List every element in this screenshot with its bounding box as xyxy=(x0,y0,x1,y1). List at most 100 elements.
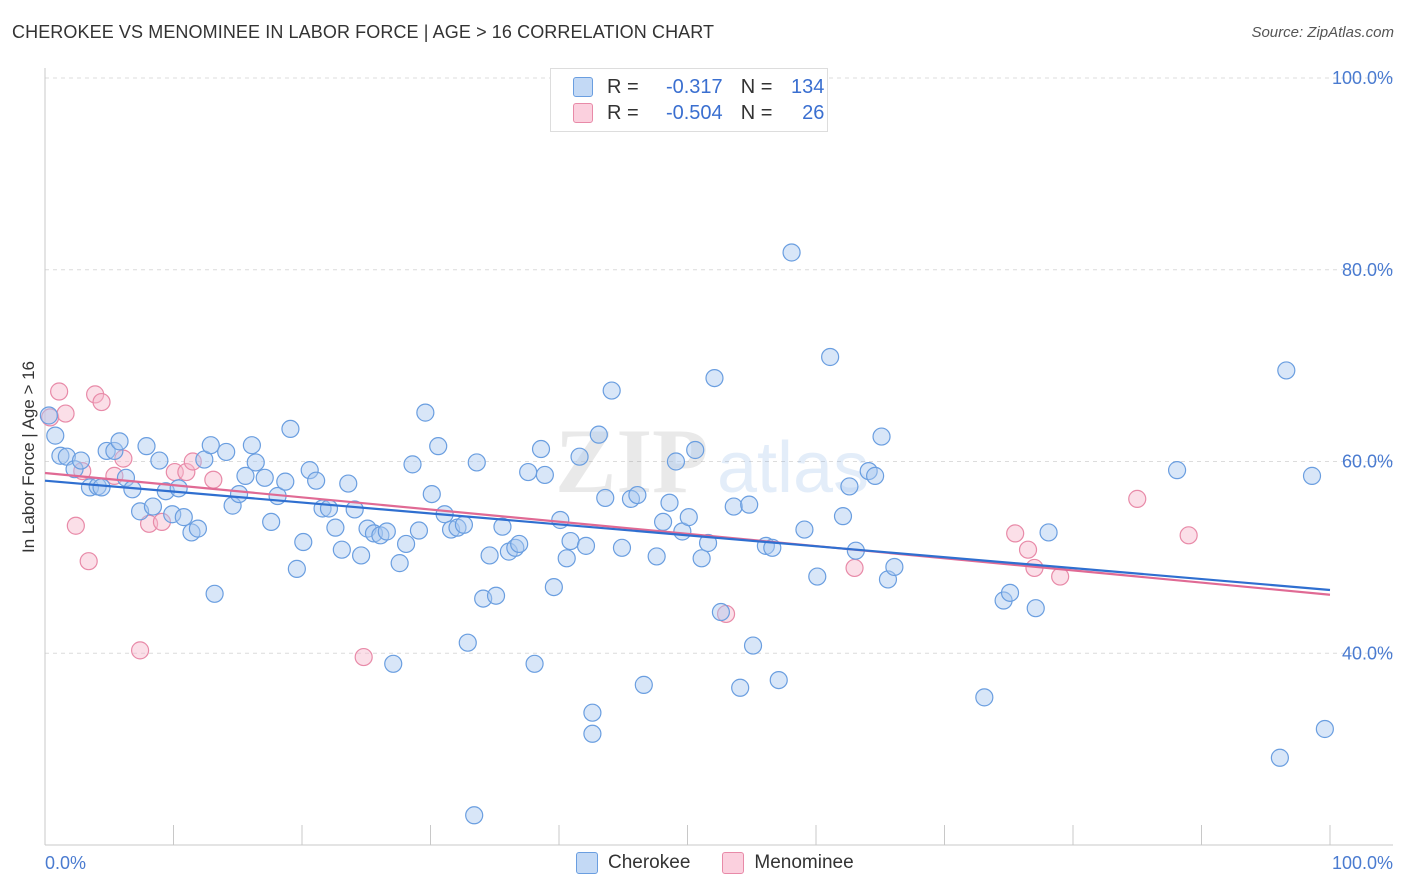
cherokee-point xyxy=(1167,461,1187,480)
gridlines xyxy=(45,77,1393,654)
cherokee-point xyxy=(46,426,65,445)
menominee-point xyxy=(183,452,202,471)
trend-lines xyxy=(44,471,1331,596)
cherokee-point xyxy=(294,532,313,552)
cherokee-point xyxy=(416,403,435,422)
cherokee-point xyxy=(205,584,224,603)
cherokee-point xyxy=(1277,361,1296,380)
cherokee-point xyxy=(169,479,188,498)
cherokee-point xyxy=(561,531,580,551)
cherokee-point xyxy=(705,368,724,388)
cherokee-point xyxy=(339,474,358,493)
menominee-legend-label: Menominee xyxy=(754,852,854,873)
menominee-point xyxy=(1179,526,1198,545)
cherokee-point xyxy=(262,512,281,532)
cherokee-point xyxy=(519,462,538,482)
cherokee-point xyxy=(486,586,506,605)
cherokee-point xyxy=(217,442,236,462)
cherokee-trend-line xyxy=(44,479,1331,592)
watermark-zip: ZIP xyxy=(555,410,708,512)
cherokee-point xyxy=(795,520,814,539)
cherokee-point xyxy=(525,654,544,673)
cherokee-point xyxy=(731,678,750,697)
cherokee-point xyxy=(596,488,615,508)
legend-r-label: R = xyxy=(607,101,639,124)
cherokee-point xyxy=(531,439,551,459)
cherokee-point xyxy=(307,471,326,490)
cherokee-point xyxy=(1315,719,1334,739)
cherokee-point xyxy=(510,534,529,554)
watermark-atlas: atlas xyxy=(717,428,869,508)
cherokee-point xyxy=(110,432,129,451)
cherokee-point xyxy=(711,602,731,622)
cherokee-point xyxy=(686,440,705,460)
cherokee-point xyxy=(647,547,666,566)
cherokee-point xyxy=(287,559,306,578)
legend-item-menominee[interactable]: Menominee xyxy=(722,852,854,874)
cherokee-point xyxy=(174,508,193,527)
cherokee-point xyxy=(724,497,743,516)
y-tick-label: 60.0% xyxy=(1342,452,1393,472)
legend-n-value: 134 xyxy=(791,75,825,98)
cherokee-point xyxy=(679,508,698,527)
cherokee-point xyxy=(332,540,351,559)
cherokee-point xyxy=(628,485,647,505)
y-tick-label: 100.0% xyxy=(1332,68,1393,88)
cherokee-point xyxy=(782,243,801,262)
menominee-point xyxy=(177,462,196,482)
legend-r-value: -0.317 xyxy=(665,75,723,98)
menominee-point xyxy=(130,641,150,660)
menominee-point xyxy=(92,392,111,412)
cherokee-point xyxy=(634,675,653,694)
cherokee-point xyxy=(557,549,576,568)
x-tick-label: 100.0% xyxy=(1332,853,1393,873)
cherokee-point xyxy=(326,518,345,537)
cherokee-point xyxy=(403,455,422,474)
cherokee-point xyxy=(163,505,182,524)
cherokee-point xyxy=(465,806,484,825)
cherokee-point xyxy=(583,724,602,743)
legend-n-label: N = xyxy=(740,75,773,98)
cherokee-point xyxy=(236,466,255,485)
cherokee-point xyxy=(544,577,563,597)
cherokee-point xyxy=(105,441,124,461)
cherokee-point xyxy=(300,461,319,480)
menominee-point xyxy=(66,516,85,535)
cherokee-point xyxy=(1039,523,1058,542)
menominee-point xyxy=(1006,524,1025,543)
cherokee-point xyxy=(51,446,70,465)
cherokee-point xyxy=(866,466,885,485)
source-credit: Source: ZipAtlas.com xyxy=(1251,24,1394,41)
menominee-point xyxy=(354,647,373,667)
menominee-legend-swatch xyxy=(722,852,745,874)
cherokee-point xyxy=(480,546,499,565)
legend-item-cherokee[interactable]: Cherokee xyxy=(576,852,690,874)
cherokee-legend-label: Cherokee xyxy=(608,852,691,873)
legend-r-value: -0.504 xyxy=(665,101,723,124)
cherokee-point xyxy=(1302,466,1322,485)
cherokee-point xyxy=(143,497,163,516)
cherokee-point xyxy=(396,534,416,554)
y-tick-label: 40.0% xyxy=(1342,643,1393,663)
cherokee-point xyxy=(422,484,441,504)
cherokee-point xyxy=(535,465,554,485)
menominee-point xyxy=(204,470,223,489)
cherokee-point xyxy=(583,703,602,722)
cherokee-point xyxy=(743,636,763,655)
cherokee-point xyxy=(150,451,169,470)
cherokee-point xyxy=(872,427,891,446)
menominee-point xyxy=(845,558,864,578)
series-legend: Cherokee Menominee xyxy=(576,852,886,874)
cherokee-point xyxy=(377,522,396,541)
cherokee-legend-swatch xyxy=(576,852,598,874)
cherokee-point xyxy=(975,688,994,707)
cherokee-point xyxy=(769,670,788,690)
cherokee-point xyxy=(246,453,265,472)
cherokee-point xyxy=(740,495,759,514)
cherokee-point xyxy=(92,478,111,497)
menominee-point xyxy=(50,382,69,401)
cherokee-point xyxy=(229,484,249,504)
cherokee-point xyxy=(821,347,840,367)
correlation-legend: R = -0.317 N = 134 R = -0.504 N = 26 xyxy=(550,68,828,132)
